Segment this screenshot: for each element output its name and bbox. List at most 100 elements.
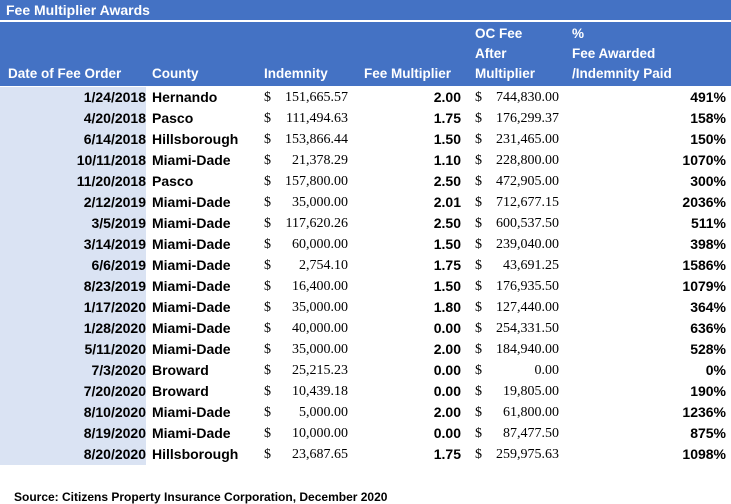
oc-fee-value: 176,299.37: [496, 111, 559, 126]
cell-fee-multiplier: 0.00: [433, 425, 461, 441]
cell-date: 11/20/2018: [0, 171, 146, 192]
currency-symbol: $: [475, 132, 482, 147]
header-pct: % Fee Awarded /Indemnity Paid: [572, 24, 672, 84]
currency-symbol: $: [264, 300, 271, 315]
indemnity-value: 10,000.00: [292, 426, 348, 441]
currency-symbol: $: [475, 384, 482, 399]
indemnity-value: 111,494.63: [286, 111, 348, 126]
table-row: 3/14/2019 Miami-Dade $60,000.00 1.50 $239,04…: [0, 234, 731, 255]
oc-fee-value: 600,537.50: [496, 216, 559, 231]
cell-pct-fee-awarded: 1070%: [682, 152, 726, 168]
header-oc-fee: OC Fee After Multiplier: [475, 24, 535, 84]
cell-county: Hillsborough: [152, 131, 239, 147]
cell-pct-fee-awarded: 1236%: [682, 404, 726, 420]
indemnity-value: 151,665.57: [285, 90, 348, 105]
indemnity-value: 35,000.00: [292, 195, 348, 210]
cell-date: 5/11/2020: [0, 339, 146, 360]
oc-fee-value: 61,800.00: [503, 405, 559, 420]
cell-pct-fee-awarded: 190%: [690, 383, 726, 399]
cell-fee-multiplier: 1.75: [433, 110, 461, 126]
oc-fee-value: 231,465.00: [496, 132, 559, 147]
indemnity-value: 16,400.00: [292, 279, 348, 294]
cell-pct-fee-awarded: 300%: [690, 173, 726, 189]
cell-fee-multiplier: 2.01: [433, 194, 461, 210]
header-pct-line1: %: [572, 26, 585, 41]
cell-fee-multiplier: 2.50: [433, 173, 461, 189]
currency-symbol: $: [475, 342, 482, 357]
cell-date: 2/12/2019: [0, 192, 146, 213]
cell-fee-multiplier: 1.75: [433, 446, 461, 462]
cell-date: 3/5/2019: [0, 213, 146, 234]
oc-fee-value: 87,477.50: [503, 426, 559, 441]
cell-county: Miami-Dade: [152, 278, 231, 294]
table-body: 1/24/2018 Hernando $151,665.57 2.00 $744,830…: [0, 87, 731, 465]
currency-symbol: $: [475, 90, 482, 105]
table-row: 8/19/2020 Miami-Dade $10,000.00 0.00 $87,477…: [0, 423, 731, 444]
cell-pct-fee-awarded: 398%: [690, 236, 726, 252]
cell-county: Broward: [152, 362, 209, 378]
source-note: Source: Citizens Property Insurance Corp…: [14, 490, 388, 504]
cell-fee-multiplier: 1.80: [433, 299, 461, 315]
indemnity-value: 40,000.00: [292, 321, 348, 336]
currency-symbol: $: [475, 321, 482, 336]
cell-county: Miami-Dade: [152, 236, 231, 252]
oc-fee-value: 184,940.00: [496, 342, 559, 357]
table-row: 5/11/2020 Miami-Dade $35,000.00 2.00 $184,94…: [0, 339, 731, 360]
table-row: 1/17/2020 Miami-Dade $35,000.00 1.80 $127,44…: [0, 297, 731, 318]
header-date: Date of Fee Order: [8, 66, 122, 81]
cell-pct-fee-awarded: 528%: [690, 341, 726, 357]
currency-symbol: $: [264, 384, 271, 399]
cell-pct-fee-awarded: 511%: [690, 215, 726, 231]
oc-fee-value: 239,040.00: [496, 237, 559, 252]
currency-symbol: $: [264, 195, 271, 210]
header-indemnity: Indemnity: [264, 66, 328, 81]
currency-symbol: $: [264, 174, 271, 189]
cell-county: Miami-Dade: [152, 152, 231, 168]
table-row: 1/24/2018 Hernando $151,665.57 2.00 $744,830…: [0, 87, 731, 108]
cell-pct-fee-awarded: 364%: [690, 299, 726, 315]
currency-symbol: $: [475, 237, 482, 252]
cell-date: 8/20/2020: [0, 444, 146, 465]
cell-fee-multiplier: 2.00: [433, 404, 461, 420]
cell-date: 10/11/2018: [0, 150, 146, 171]
currency-symbol: $: [475, 216, 482, 231]
table-header: Date of Fee Order County Indemnity Fee M…: [0, 22, 731, 86]
currency-symbol: $: [475, 363, 482, 378]
header-fee-multiplier: Fee Multiplier: [364, 66, 452, 81]
header-pct-line3: /Indemnity Paid: [572, 66, 672, 81]
cell-county: Miami-Dade: [152, 320, 231, 336]
currency-symbol: $: [475, 258, 482, 273]
table-row: 7/3/2020 Broward $25,215.23 0.00 $0.00 0%: [0, 360, 731, 381]
header-county: County: [152, 66, 199, 81]
oc-fee-value: 472,905.00: [496, 174, 559, 189]
table-row: 6/14/2018 Hillsborough $153,866.44 1.50 $231…: [0, 129, 731, 150]
table-row: 8/10/2020 Miami-Dade $5,000.00 2.00 $61,800.…: [0, 402, 731, 423]
currency-symbol: $: [475, 405, 482, 420]
oc-fee-value: 254,331.50: [496, 321, 559, 336]
cell-fee-multiplier: 1.75: [433, 257, 461, 273]
indemnity-value: 35,000.00: [292, 342, 348, 357]
currency-symbol: $: [264, 426, 271, 441]
cell-date: 1/24/2018: [0, 87, 146, 108]
currency-symbol: $: [475, 300, 482, 315]
indemnity-value: 2,754.10: [299, 258, 348, 273]
oc-fee-value: 43,691.25: [503, 258, 559, 273]
cell-fee-multiplier: 1.50: [433, 278, 461, 294]
header-pct-line2: Fee Awarded: [572, 46, 656, 61]
cell-date: 1/17/2020: [0, 297, 146, 318]
currency-symbol: $: [264, 363, 271, 378]
oc-fee-value: 744,830.00: [496, 90, 559, 105]
indemnity-value: 23,687.65: [292, 447, 348, 462]
cell-pct-fee-awarded: 0%: [705, 362, 726, 378]
currency-symbol: $: [264, 90, 271, 105]
cell-county: Miami-Dade: [152, 299, 231, 315]
cell-county: Pasco: [152, 173, 194, 189]
cell-date: 7/3/2020: [0, 360, 146, 381]
cell-pct-fee-awarded: 158%: [690, 110, 726, 126]
cell-pct-fee-awarded: 1586%: [682, 257, 726, 273]
cell-county: Miami-Dade: [152, 341, 231, 357]
cell-date: 4/20/2018: [0, 108, 146, 129]
table-row: 4/20/2018 Pasco $111,494.63 1.75 $176,299.37…: [0, 108, 731, 129]
cell-date: 6/14/2018: [0, 129, 146, 150]
currency-symbol: $: [264, 405, 271, 420]
